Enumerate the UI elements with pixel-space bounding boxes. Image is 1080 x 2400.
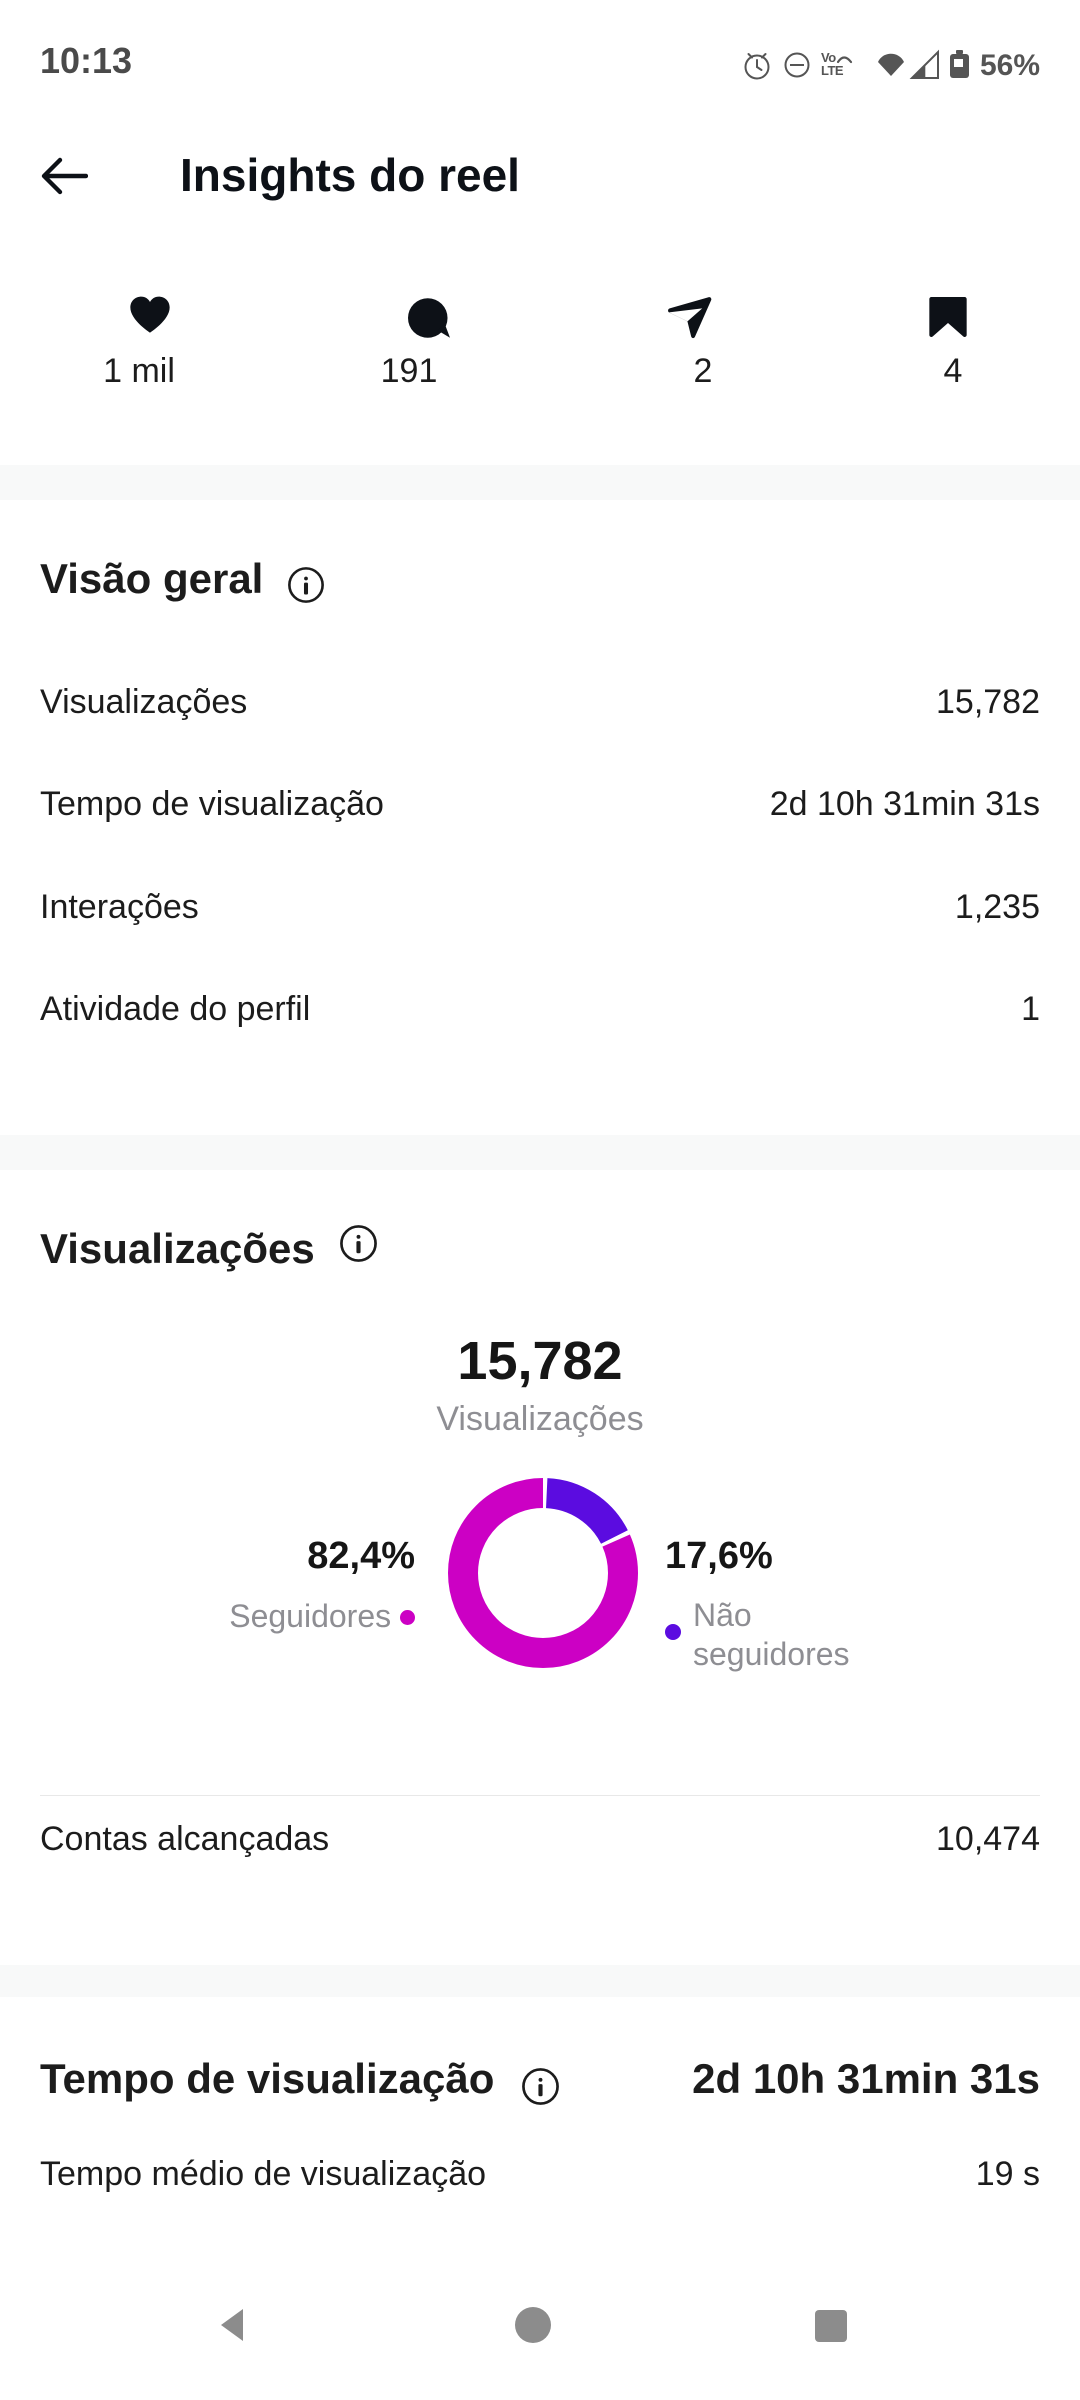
svg-text:56%: 56% (980, 49, 1040, 82)
svg-text:LTE: LTE (821, 63, 844, 78)
